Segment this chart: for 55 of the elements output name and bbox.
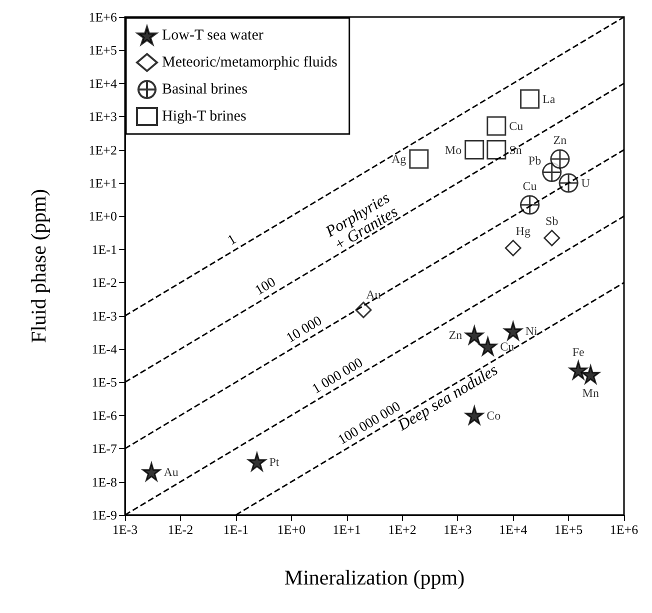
data-label: La	[542, 92, 556, 106]
legend-label: Low-T sea water	[162, 28, 264, 44]
data-label: Mo	[444, 142, 462, 157]
y-tick-label: 1E+0	[88, 208, 117, 224]
x-axis-title: Mineralization (ppm)	[284, 566, 465, 590]
x-tick-label: 1E+5	[554, 522, 583, 537]
y-tick-label: 1E-2	[92, 275, 117, 290]
data-label: Pt	[269, 454, 280, 469]
legend-label: Meteoric/metamorphic fluids	[162, 54, 338, 70]
y-tick-label: 1E+5	[88, 42, 117, 58]
y-tick-label: 1E-7	[92, 441, 118, 456]
y-tick-label: 1E+1	[88, 176, 117, 190]
x-tick-label: 1E-1	[223, 522, 249, 537]
data-label: Cu	[509, 119, 524, 134]
x-tick-label: 1E+6	[610, 522, 639, 537]
legend-label: Basinal brines	[162, 82, 248, 98]
data-label: Zn	[553, 133, 567, 148]
y-tick-label: 1E+4	[88, 76, 118, 91]
data-label: Au	[366, 288, 381, 302]
x-tick-label: 1E-2	[168, 522, 194, 537]
x-tick-label: 1E+3	[444, 522, 472, 537]
legend-label: High-T brines	[162, 108, 246, 124]
x-tick-label: 1E+4	[498, 522, 528, 537]
y-tick-label: 1E-4	[92, 342, 118, 356]
data-label: Cu	[522, 179, 537, 194]
data-label: Mn	[582, 386, 599, 400]
data-label: Fe	[572, 344, 584, 359]
y-tick-label: 1E-6	[92, 408, 118, 423]
x-tick-label: 1E+2	[388, 522, 416, 537]
y-tick-label: 1E-5	[92, 374, 117, 390]
y-tick-label: 1E-8	[92, 474, 117, 490]
data-label: Ag	[391, 152, 406, 166]
data-label: Pb	[528, 153, 542, 168]
data-label: Hg	[516, 224, 530, 238]
y-tick-label: 1E-3	[92, 308, 117, 324]
data-label: Ni	[525, 324, 538, 338]
data-label: Zn	[448, 328, 462, 342]
data-label: Co	[486, 408, 501, 422]
text: 1 000 000	[310, 356, 366, 398]
data-label: Cu	[500, 339, 514, 354]
data-label: Sb	[546, 214, 558, 228]
data-label: U	[581, 176, 590, 190]
y-tick-label: 1E-1	[92, 242, 117, 257]
text: 10 000	[284, 314, 325, 346]
y-tick-label: 1E+6	[88, 10, 118, 24]
text: 1	[225, 232, 240, 249]
data-label: Au	[164, 464, 178, 479]
x-tick-label: 1E-3	[112, 522, 138, 537]
x-tick-label: 1E+1	[332, 522, 361, 537]
y-tick-label: 1E+2	[88, 142, 117, 158]
y-tick-label: 1E-9	[92, 508, 117, 522]
text: 100	[252, 274, 279, 299]
x-tick-label: 1E+0	[277, 522, 306, 537]
y-tick-label: 1E+3	[88, 109, 117, 124]
y-axis-title: Fluid phase (ppm)	[26, 189, 50, 343]
